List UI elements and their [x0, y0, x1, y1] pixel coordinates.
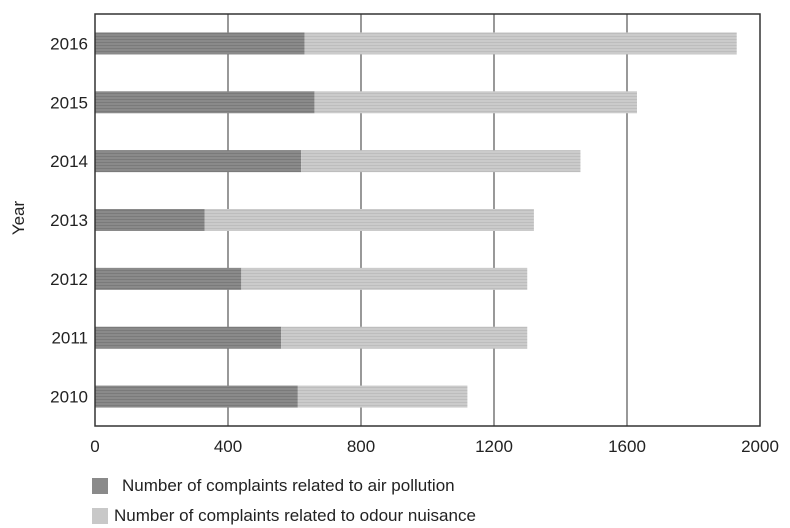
x-tick-label-400: 400	[214, 437, 242, 456]
y-tick-label-2016: 2016	[50, 34, 88, 53]
bar-odour-nuisance-2015	[314, 91, 637, 114]
bar-odour-nuisance-2011	[281, 326, 528, 349]
bar-air-pollution-2011	[95, 326, 282, 349]
bar-odour-nuisance-2016	[304, 32, 737, 55]
plot-frame	[94, 13, 761, 427]
x-tick-label-2000: 2000	[741, 437, 779, 456]
legend-label-air-pollution: Number of complaints related to air poll…	[122, 476, 455, 495]
bar-air-pollution-2016	[95, 32, 305, 55]
x-tick-labels: 0 400 800 1200 1600 2000	[90, 437, 779, 456]
bar-odour-nuisance-2010	[297, 385, 468, 408]
x-tick-label-0: 0	[90, 437, 99, 456]
legend-swatch-odour-nuisance	[92, 508, 108, 524]
legend-swatch-air-pollution	[92, 478, 108, 494]
bar-air-pollution-2012	[95, 267, 242, 290]
bar-air-pollution-2014	[95, 150, 302, 173]
bar-odour-nuisance-2013	[204, 209, 534, 231]
bar-odour-nuisance-2014	[301, 150, 581, 173]
y-tick-label-2010: 2010	[50, 388, 88, 407]
y-tick-label-2014: 2014	[50, 152, 88, 171]
y-tick-label-2011: 2011	[51, 329, 88, 348]
x-tick-label-1600: 1600	[608, 437, 646, 456]
bars	[95, 32, 737, 408]
y-axis-title: Year	[9, 200, 28, 235]
y-tick-label-2015: 2015	[50, 93, 88, 112]
x-tick-label-800: 800	[347, 437, 375, 456]
bar-air-pollution-2013	[95, 209, 205, 231]
y-tick-label-2013: 2013	[50, 211, 88, 230]
y-tick-label-2012: 2012	[50, 270, 88, 289]
y-tick-labels: 2016 2015 2014 2013 2012 2011 2010	[50, 34, 88, 406]
legend-item-air-pollution: Number of complaints related to air poll…	[92, 476, 455, 496]
bar-air-pollution-2010	[95, 385, 298, 408]
legend-item-odour-nuisance: Number of complaints related to odour nu…	[92, 506, 476, 526]
legend-label-odour-nuisance: Number of complaints related to odour nu…	[114, 506, 476, 525]
bar-odour-nuisance-2012	[241, 267, 528, 290]
x-tick-label-1200: 1200	[475, 437, 513, 456]
bar-air-pollution-2015	[95, 91, 315, 114]
chart: 2016 2015 2014 2013 2012 2011 2010 0 400 800 1200…	[9, 13, 779, 456]
